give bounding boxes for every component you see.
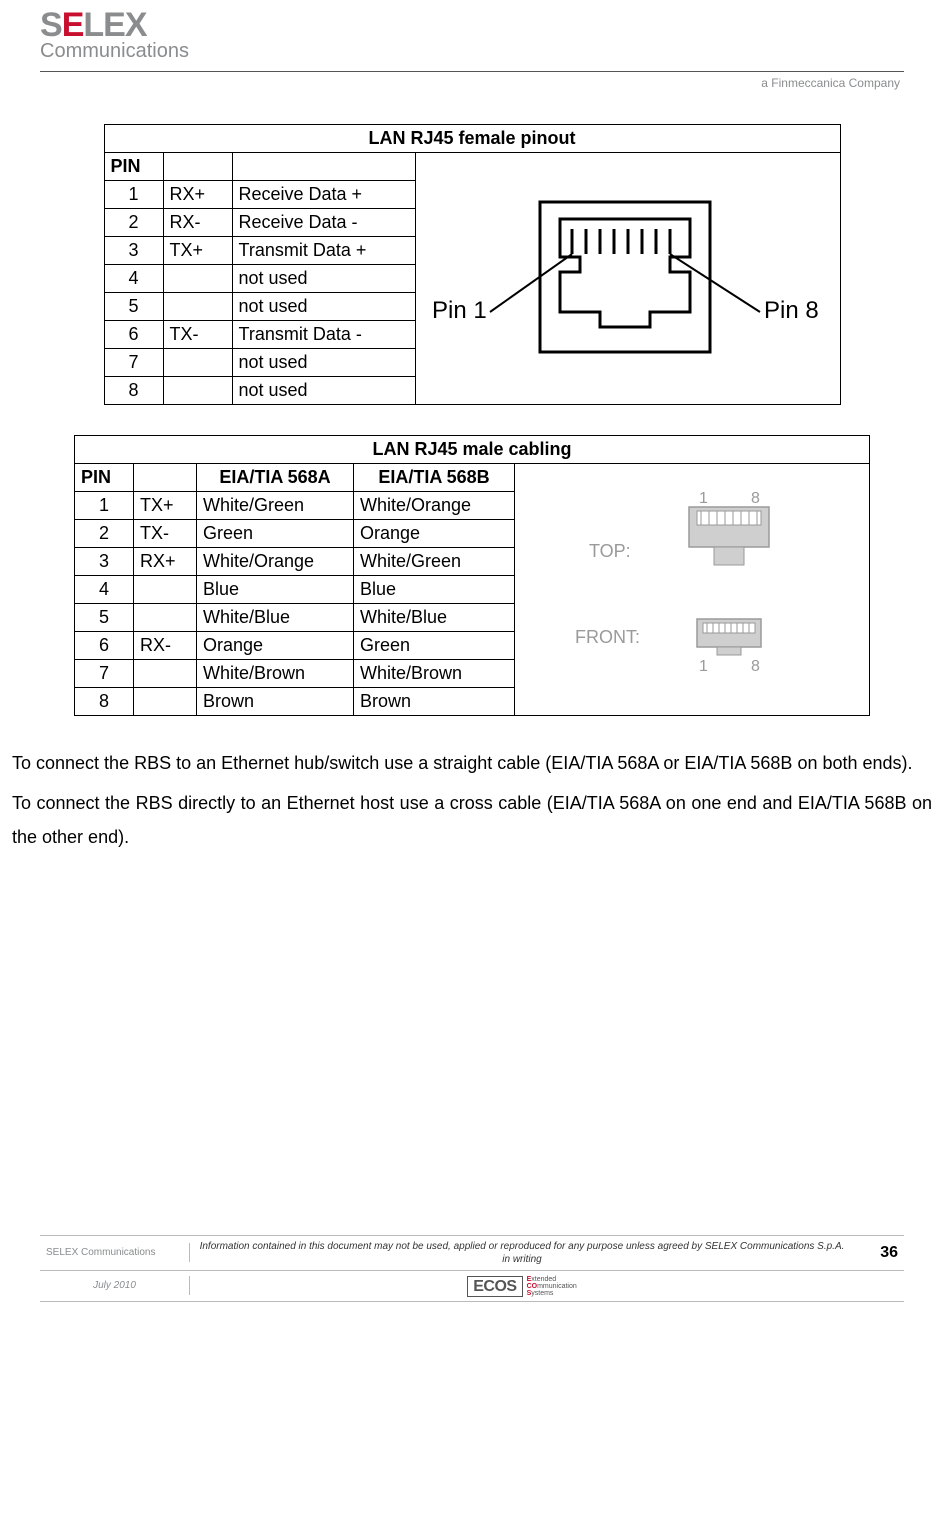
cell: TX- xyxy=(134,520,197,548)
ecos-logo: ECOS Extended COmmunication Systems xyxy=(467,1276,577,1297)
cell: not used xyxy=(232,265,415,293)
footer-date: July 2010 xyxy=(40,1276,190,1295)
logo-letter: S xyxy=(40,6,62,44)
cell: 2 xyxy=(75,520,134,548)
cell: Blue xyxy=(197,576,354,604)
cell: White/Brown xyxy=(354,660,515,688)
cell: not used xyxy=(232,377,415,405)
cell xyxy=(134,604,197,632)
cell: 4 xyxy=(75,576,134,604)
cell: 4 xyxy=(104,265,163,293)
footer-company: SELEX Communications xyxy=(40,1243,190,1262)
rj45-male-diagram: 1 8 TOP: FRONT: xyxy=(519,485,859,695)
col-desc xyxy=(232,153,415,181)
cell: 1 xyxy=(104,181,163,209)
cell: RX+ xyxy=(163,181,232,209)
cell xyxy=(134,660,197,688)
cell: Receive Data - xyxy=(232,209,415,237)
col-568a: EIA/TIA 568A xyxy=(197,464,354,492)
cell xyxy=(163,349,232,377)
cell: 7 xyxy=(104,349,163,377)
diag-n1: 1 xyxy=(699,490,708,507)
cell: 6 xyxy=(75,632,134,660)
footer-disclaimer: Information contained in this document m… xyxy=(190,1236,854,1270)
rj45-female-diagram: Pin 1 Pin 8 xyxy=(420,184,830,374)
cell xyxy=(134,576,197,604)
ecos-text: Extended COmmunication Systems xyxy=(527,1276,577,1297)
cell: RX- xyxy=(134,632,197,660)
cell: 8 xyxy=(104,377,163,405)
rj45-male-diagram-cell: 1 8 TOP: FRONT: xyxy=(515,464,870,716)
cell xyxy=(163,293,232,321)
cell: 3 xyxy=(104,237,163,265)
cell xyxy=(163,377,232,405)
cell: RX- xyxy=(163,209,232,237)
page-footer: SELEX Communications Information contain… xyxy=(0,1235,944,1312)
paragraph: To connect the RBS to an Ethernet hub/sw… xyxy=(12,746,932,780)
cell: Green xyxy=(197,520,354,548)
cell: RX+ xyxy=(134,548,197,576)
diag-n8b: 8 xyxy=(751,658,760,675)
cell: Transmit Data - xyxy=(232,321,415,349)
cell: Brown xyxy=(354,688,515,716)
col-sig xyxy=(134,464,197,492)
cell: Orange xyxy=(354,520,515,548)
cell: Green xyxy=(354,632,515,660)
cell: White/Brown xyxy=(197,660,354,688)
cell: White/Green xyxy=(354,548,515,576)
cell: Brown xyxy=(197,688,354,716)
logo-letter: LEX xyxy=(83,6,146,44)
cell: TX+ xyxy=(134,492,197,520)
diag-top-label: TOP: xyxy=(589,541,631,561)
cell: 5 xyxy=(104,293,163,321)
cell: 6 xyxy=(104,321,163,349)
cell: 7 xyxy=(75,660,134,688)
cell: TX- xyxy=(163,321,232,349)
logo-letter: E xyxy=(62,6,84,44)
page-number: 36 xyxy=(854,1240,904,1266)
pin8-label: Pin 8 xyxy=(764,297,819,324)
cell: Orange xyxy=(197,632,354,660)
cell: White/Orange xyxy=(354,492,515,520)
cell xyxy=(134,688,197,716)
page-header: SELEX Communications a Finmeccanica Comp… xyxy=(0,0,944,94)
diag-n8: 8 xyxy=(751,490,760,507)
col-568b: EIA/TIA 568B xyxy=(354,464,515,492)
cell: 3 xyxy=(75,548,134,576)
rj45-male-table: LAN RJ45 male cabling PIN EIA/TIA 568A E… xyxy=(74,435,870,716)
col-pin: PIN xyxy=(104,153,163,181)
company-subtag: a Finmeccanica Company xyxy=(40,76,904,90)
cell: Blue xyxy=(354,576,515,604)
cell: not used xyxy=(232,349,415,377)
cell: White/Green xyxy=(197,492,354,520)
logo: SELEX Communications xyxy=(40,8,904,63)
cell: 5 xyxy=(75,604,134,632)
cell: Transmit Data + xyxy=(232,237,415,265)
table-title: LAN RJ45 female pinout xyxy=(104,125,840,153)
cell: White/Blue xyxy=(354,604,515,632)
pin1-label: Pin 1 xyxy=(432,297,487,324)
rj45-female-table: LAN RJ45 female pinout PIN xyxy=(104,124,841,405)
diag-n1b: 1 xyxy=(699,658,708,675)
col-sig xyxy=(163,153,232,181)
col-pin: PIN xyxy=(75,464,134,492)
ecos-box: ECOS xyxy=(467,1276,522,1297)
body-text: To connect the RBS to an Ethernet hub/sw… xyxy=(0,746,944,855)
cell: not used xyxy=(232,293,415,321)
paragraph: To connect the RBS directly to an Ethern… xyxy=(12,786,932,854)
cell: TX+ xyxy=(163,237,232,265)
ecos-logo-cell: ECOS Extended COmmunication Systems xyxy=(190,1271,854,1301)
cell xyxy=(163,265,232,293)
cell: 2 xyxy=(104,209,163,237)
cell: 8 xyxy=(75,688,134,716)
cell: White/Blue xyxy=(197,604,354,632)
diag-front-label: FRONT: xyxy=(575,627,640,647)
rj45-female-diagram-cell: Pin 1 Pin 8 xyxy=(415,153,840,405)
cell: White/Orange xyxy=(197,548,354,576)
header-rule xyxy=(40,71,904,72)
cell: 1 xyxy=(75,492,134,520)
cell: Receive Data + xyxy=(232,181,415,209)
logo-tagline: Communications xyxy=(40,40,189,63)
table-title: LAN RJ45 male cabling xyxy=(75,436,870,464)
